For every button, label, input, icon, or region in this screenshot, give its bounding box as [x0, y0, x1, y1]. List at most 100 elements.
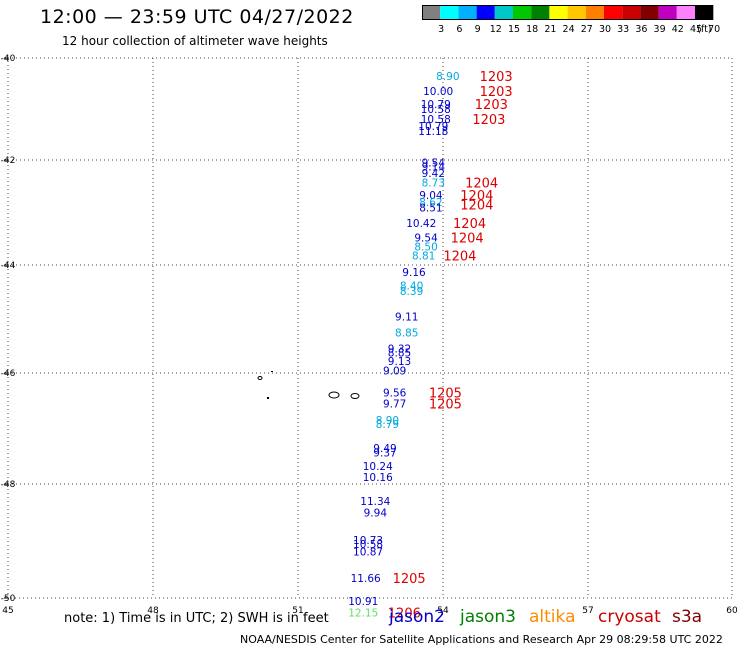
swh-value-label: 8.81	[412, 251, 435, 263]
colorbar-label: 39	[654, 24, 666, 35]
x-tick-label: 45	[2, 606, 13, 616]
swh-value-label: 10.00	[423, 86, 453, 98]
swh-value-label: 9.09	[383, 365, 406, 377]
colorbar-label: 24	[563, 24, 575, 35]
swh-value-label: 8.90	[436, 71, 459, 83]
x-tick-label: 51	[292, 606, 303, 616]
colorbar-label: 27	[581, 24, 593, 35]
colorbar-swatch	[585, 5, 604, 20]
island-shape	[271, 371, 273, 372]
island-shape	[350, 393, 360, 399]
time-label: 1204	[460, 189, 493, 204]
colorbar-swatch	[513, 5, 532, 20]
colorbar-swatch	[494, 5, 513, 20]
colorbar-swatch	[622, 5, 641, 20]
colorbar-label: 6	[456, 24, 462, 35]
island-shape	[328, 391, 340, 399]
colorbar-swatch	[676, 5, 695, 20]
legend-altika: altika	[529, 607, 576, 627]
swh-value-label: 10.73	[353, 535, 383, 547]
x-tick-label: 54	[437, 606, 449, 616]
swh-value-label: 9.16	[402, 267, 426, 279]
swh-value-label: 10.87	[353, 546, 383, 558]
page-title: 12:00 — 23:59 UTC 04/27/2022	[40, 6, 354, 28]
legend-s3a: s3a	[672, 607, 703, 627]
swh-value-label: 8.39	[400, 286, 423, 298]
swh-value-label: 8.51	[419, 202, 442, 214]
color-legend: 3 6 9 12 15 18 21 24 27 30 33 36 39 42 45 70(ft)	[422, 5, 720, 35]
note-text: note: 1) Time is in UTC; 2) SWH is in fe…	[64, 611, 329, 626]
colorbar-label: 36	[635, 24, 647, 35]
colorbar-label: 18	[526, 24, 538, 35]
swh-value-label: 9.54	[422, 158, 446, 170]
time-label: 1204	[453, 217, 486, 232]
colorbar-swatch	[658, 5, 677, 20]
swh-value-label: 12.15	[348, 607, 378, 619]
colorbar-swatch	[531, 5, 550, 20]
swh-value-label: 10.91	[348, 596, 378, 608]
legend-cryosat: cryosat	[598, 607, 661, 627]
colorbar-label: 15	[508, 24, 520, 35]
colorbar-swatch	[604, 5, 623, 20]
colorbar-swatch	[695, 5, 714, 20]
footer-credit: NOAA/NESDIS Center for Satellite Applica…	[240, 633, 723, 646]
y-tick-label: -40	[1, 54, 16, 64]
colorbar-label: 3	[438, 24, 444, 35]
swh-value-label: 9.37	[373, 447, 396, 459]
island-shape	[267, 397, 269, 399]
page-subtitle: 12 hour collection of altimeter wave hei…	[62, 34, 328, 48]
swh-value-label: 9.13	[388, 356, 411, 368]
swh-value-label: 8.40	[400, 281, 423, 293]
swh-value-label: 10.79	[421, 99, 451, 111]
colorbar-unit: (ft)	[697, 24, 711, 35]
time-label: 1206	[388, 606, 421, 621]
swh-value-label: 9.32	[388, 344, 411, 356]
time-label: 1204	[443, 250, 476, 265]
time-label: 1205	[429, 386, 462, 401]
swh-value-label: 10.58	[421, 104, 451, 116]
colorbar-frame	[422, 5, 714, 20]
swh-value-label: 8.85	[395, 328, 418, 340]
swh-value-label: 9.42	[422, 168, 445, 180]
swh-value-label: 11.18	[418, 126, 448, 138]
legend-jason3: jason3	[460, 607, 516, 627]
time-labels: 1203120312031203120412041204120412041204…	[388, 70, 513, 621]
swh-value-label: 9.04	[419, 190, 443, 202]
swh-points: 8.9010.0010.7910.5810.5810.7911.189.549.…	[348, 71, 459, 619]
x-tick-label: 60	[726, 606, 738, 616]
x-tick-label: 48	[147, 606, 159, 616]
swh-value-label: 10.16	[363, 472, 393, 484]
time-label: 1203	[480, 85, 513, 100]
colorbar-label: 42	[672, 24, 684, 35]
time-label: 1205	[393, 572, 426, 587]
island-shape	[257, 376, 263, 380]
swh-value-label: 11.34	[360, 496, 390, 508]
colorbar-swatch	[549, 5, 568, 20]
swh-value-label: 8.73	[422, 178, 445, 190]
swh-value-label: 8.90	[376, 415, 399, 427]
swh-value-label: 10.42	[406, 218, 436, 230]
colorbar-swatch	[640, 5, 659, 20]
colorbar-swatch	[458, 5, 477, 20]
colorbar-label: 33	[617, 24, 629, 35]
swh-value-label: 9.77	[383, 399, 406, 411]
colorbar-swatch	[567, 5, 586, 20]
colorbar-swatch	[440, 5, 459, 20]
island-outlines	[257, 371, 360, 399]
swh-value-label: 10.24	[363, 461, 393, 473]
time-label: 1203	[480, 70, 513, 85]
y-tick-label: -50	[1, 594, 16, 604]
swh-value-label: 8.85	[388, 347, 411, 359]
colorbar-label: 12	[490, 24, 502, 35]
colorbar-label: 70	[708, 24, 720, 35]
colorbar-swatch	[422, 5, 441, 20]
swh-value-label: 10.58	[421, 114, 451, 126]
colorbar-swatch	[476, 5, 495, 20]
x-tick-label: 57	[582, 606, 593, 616]
swh-value-label: 9.49	[373, 443, 396, 455]
time-label: 1204	[465, 177, 498, 192]
swh-value-label: 8.50	[414, 242, 437, 254]
swh-value-label: 8.62	[419, 197, 442, 209]
colorbar-label: 30	[599, 24, 611, 35]
